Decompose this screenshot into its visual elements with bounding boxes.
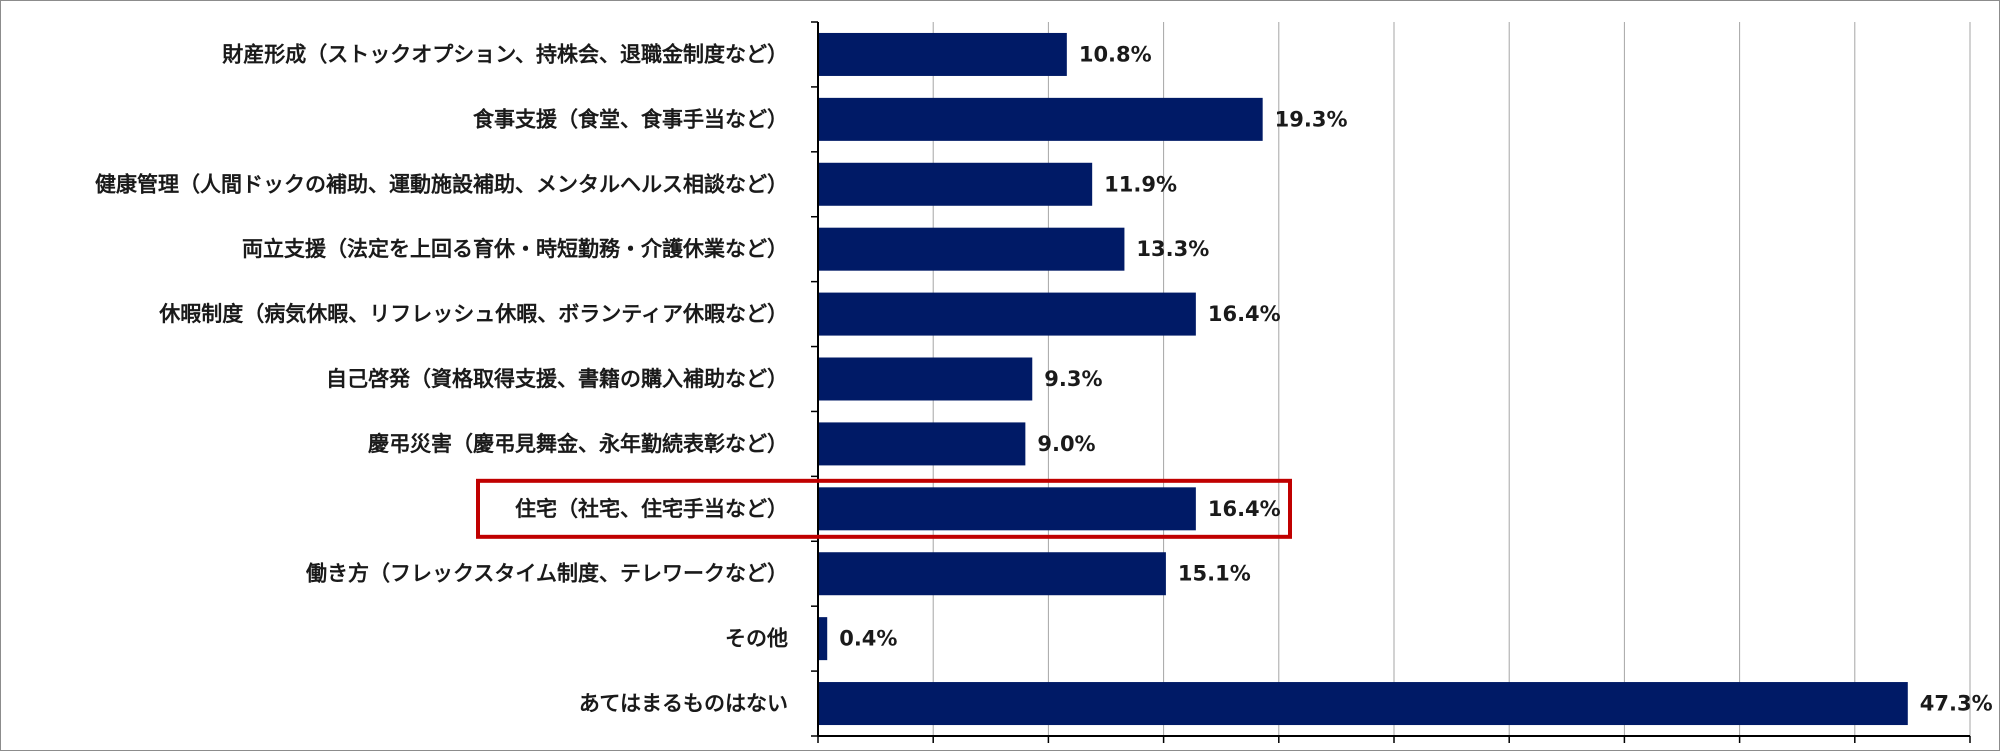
category-label: 住宅（社宅、住宅手当など） bbox=[515, 497, 788, 521]
highlight-box bbox=[476, 478, 1292, 539]
bar bbox=[818, 292, 1196, 336]
bar bbox=[818, 227, 1125, 271]
gridlines bbox=[932, 22, 1971, 736]
axes bbox=[811, 21, 1971, 743]
category-label: 財産形成（ストックオプション、持株会、退職金制度など） bbox=[222, 42, 788, 66]
category-labels: 財産形成（ストックオプション、持株会、退職金制度など） 食事支援（食堂、食事手当な… bbox=[95, 42, 788, 715]
category-label: その他 bbox=[725, 627, 788, 651]
highlight bbox=[476, 478, 1292, 539]
value-label: 9.3% bbox=[1044, 367, 1102, 391]
bar bbox=[818, 357, 1033, 401]
value-label: 47.3% bbox=[1920, 692, 1993, 716]
value-label: 11.9% bbox=[1104, 172, 1177, 196]
bar bbox=[818, 97, 1263, 141]
bar bbox=[818, 552, 1166, 596]
category-label: 休暇制度（病気休暇、リフレッシュ休暇、ボランティア休暇など） bbox=[158, 302, 788, 326]
category-label: 自己啓発（資格取得支援、書籍の購入補助など） bbox=[326, 367, 788, 391]
value-label: 0.4% bbox=[839, 627, 897, 651]
value-label: 15.1% bbox=[1178, 562, 1251, 586]
category-label: 働き方（フレックスタイム制度、テレワークなど） bbox=[305, 562, 788, 586]
bar bbox=[818, 32, 1067, 76]
value-label: 10.8% bbox=[1079, 42, 1152, 66]
bar bbox=[818, 487, 1196, 531]
category-label: 両立支援（法定を上回る育休・時短勤務・介護休業など） bbox=[242, 237, 788, 261]
category-label: あてはまるものはない bbox=[579, 692, 788, 716]
value-label: 19.3% bbox=[1275, 107, 1348, 131]
bar bbox=[818, 422, 1026, 466]
category-label: 慶弔災害（慶弔見舞金、永年勤続表彰など） bbox=[368, 432, 788, 456]
value-label: 16.4% bbox=[1208, 497, 1281, 521]
bar bbox=[818, 617, 828, 661]
bar bbox=[818, 682, 1908, 726]
value-label: 16.4% bbox=[1208, 302, 1281, 326]
value-labels: 10.8% 19.3% 11.9% 13.3% 16.4% 9.3% 9.0% 16.4% 15… bbox=[839, 42, 1992, 715]
value-label: 13.3% bbox=[1136, 237, 1209, 261]
bars bbox=[818, 32, 1908, 726]
value-label: 9.0% bbox=[1037, 432, 1095, 456]
category-label: 食事支援（食堂、食事手当など） bbox=[473, 107, 788, 131]
category-label: 健康管理（人間ドックの補助、運動施設補助、メンタルヘルス相談など） bbox=[95, 172, 788, 196]
bar bbox=[818, 162, 1093, 206]
